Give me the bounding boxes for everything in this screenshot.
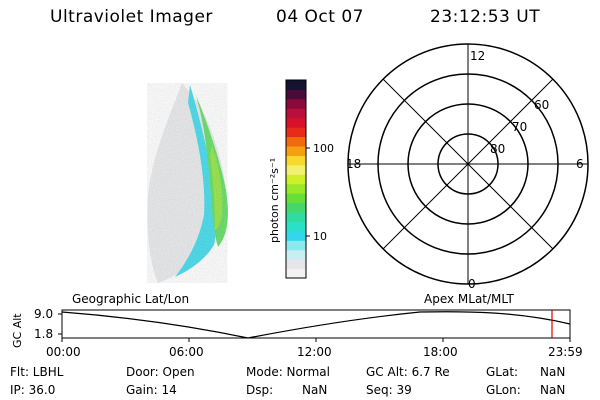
- altitude-y-min: 1.8: [34, 327, 53, 341]
- info-mode: Mode: Normal: [246, 365, 330, 379]
- date-label: 04 Oct 07: [276, 7, 364, 27]
- colorbar-cell: [286, 89, 306, 100]
- info-gc-alt: GC Alt: 6.7 Re: [366, 365, 450, 379]
- time-label: 23:12:53 UT: [430, 7, 541, 27]
- colorbar-cell: [286, 174, 306, 185]
- colorbar-cell: [286, 108, 306, 119]
- info-dsp-value: NaN: [302, 383, 328, 397]
- info-flt: Flt: LBHL: [10, 365, 64, 379]
- colorbar-cell: [286, 202, 306, 213]
- apex-mlat-mlt-title: Apex MLat/MLT: [424, 292, 514, 306]
- polar-label-12: 12: [470, 49, 485, 63]
- altitude-y-max: 9.0: [34, 307, 53, 321]
- altitude-plot: GC Alt 9.0 1.8 00:00 06:00 12:00 18:00 2…: [11, 307, 583, 359]
- colorbar-cell: [286, 240, 306, 251]
- polar-ring-60: 60: [534, 98, 549, 112]
- colorbar-cell: [286, 155, 306, 166]
- colorbar-cell: [286, 98, 306, 109]
- aurora-image: [147, 83, 228, 283]
- colorbar-cell: [286, 136, 306, 147]
- colorbar-cell: [286, 80, 306, 90]
- colorbar-cell: [286, 193, 306, 204]
- colorbar-cell: [286, 268, 306, 279]
- geo-lat-lon-title: Geographic Lat/Lon: [72, 292, 190, 306]
- info-seq: Seq: 39: [366, 383, 412, 397]
- colorbar-cell: [286, 164, 306, 175]
- polar-grid: 12 18 6 0 60 70 80: [346, 43, 589, 291]
- info-glon-label: GLon:: [486, 383, 521, 397]
- x-tick-2359: 23:59: [548, 345, 583, 359]
- colorbar-cell: [286, 259, 306, 270]
- info-glat-label: GLat:: [486, 365, 519, 379]
- colorbar-cell: [286, 146, 306, 156]
- x-tick-1800: 18:00: [423, 345, 458, 359]
- info-door: Door: Open: [126, 365, 195, 379]
- colorbar-cell: [286, 127, 306, 138]
- colorbar-cell: [286, 230, 306, 241]
- polar-label-18: 18: [346, 157, 361, 171]
- colorbar: 100 10 photon cm⁻²s⁻¹: [268, 79, 334, 279]
- colorbar-cell: [286, 212, 306, 222]
- info-gain: Gain: 14: [126, 383, 177, 397]
- colorbar-tick-10: 10: [313, 230, 327, 243]
- polar-label-6: 6: [576, 157, 584, 171]
- app-title: Ultraviolet Imager: [50, 7, 213, 27]
- polar-label-0: 0: [468, 277, 476, 291]
- altitude-axis-label: GC Alt: [11, 313, 24, 348]
- x-tick-1200: 12:00: [297, 345, 332, 359]
- polar-ring-70: 70: [512, 120, 527, 134]
- colorbar-cell: [286, 221, 306, 232]
- x-tick-0000: 00:00: [46, 345, 81, 359]
- polar-ring-80: 80: [490, 142, 505, 156]
- colorbar-cell: [286, 183, 306, 194]
- colorbar-tick-100: 100: [313, 142, 334, 155]
- colorbar-cell: [286, 117, 306, 128]
- info-ip: IP: 36.0: [10, 383, 56, 397]
- x-tick-0600: 06:00: [169, 345, 204, 359]
- info-dsp-label: Dsp:: [246, 383, 274, 397]
- colorbar-cell: [286, 249, 306, 260]
- colorbar-unit-label: photon cm⁻²s⁻¹: [268, 158, 281, 243]
- info-glon-value: NaN: [540, 383, 566, 397]
- altitude-curve: [61, 311, 571, 339]
- info-glat-value: NaN: [540, 365, 566, 379]
